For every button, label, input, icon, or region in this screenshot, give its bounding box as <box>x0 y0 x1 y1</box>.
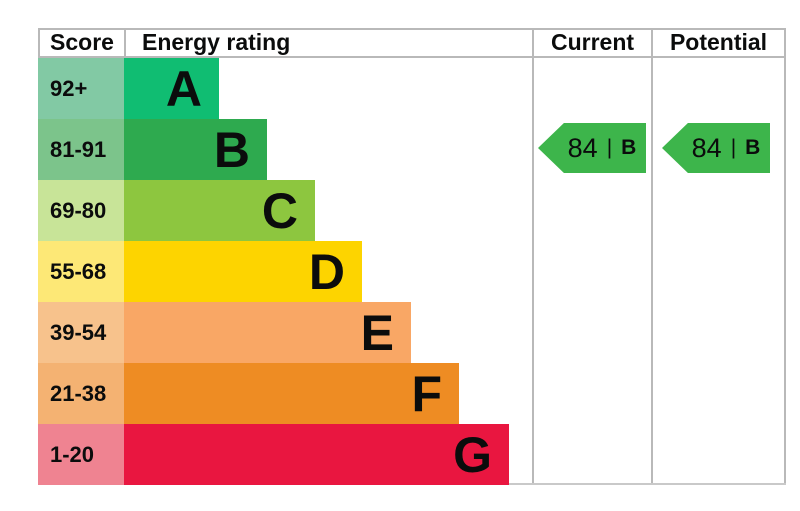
rating-row-D: 55-68 D <box>38 241 786 302</box>
table-right-border <box>784 28 786 485</box>
score-range-G: 1-20 <box>38 424 124 485</box>
rating-bar-F: F <box>124 363 459 424</box>
rating-bar-A: A <box>124 58 219 119</box>
rating-letter-F: F <box>411 365 442 422</box>
potential-rating-arrow: 84 | B <box>662 123 770 173</box>
rating-bar-B: B <box>124 119 267 180</box>
rating-letter-A: A <box>165 60 202 117</box>
score-range-E: 39-54 <box>38 302 124 363</box>
score-range-B: 81-91 <box>38 119 124 180</box>
score-column-divider <box>124 28 126 58</box>
potential-separator: | <box>730 136 737 159</box>
rating-row-G: 1-20 G <box>38 424 786 485</box>
score-range-A: 92+ <box>38 58 124 119</box>
rating-row-B: 81-91 B <box>38 119 786 180</box>
rating-bar-G: G <box>124 424 509 485</box>
potential-rating-letter: B <box>745 136 761 159</box>
rating-bar-D: D <box>124 241 362 302</box>
rating-letter-E: E <box>360 304 394 361</box>
table-top-border <box>38 28 786 30</box>
rating-letter-G: G <box>453 426 492 483</box>
rating-row-E: 39-54 E <box>38 302 786 363</box>
rating-table: Score Energy rating Current Potential 92… <box>38 28 786 485</box>
score-header: Score <box>50 29 114 55</box>
score-range-F: 21-38 <box>38 363 124 424</box>
current-separator: | <box>606 136 613 159</box>
score-range-C: 69-80 <box>38 180 124 241</box>
current-column-divider <box>532 28 534 485</box>
header-bottom-border <box>38 56 786 58</box>
rating-row-A: 92+ A <box>38 58 786 119</box>
header-left-border <box>38 28 40 58</box>
rating-row-F: 21-38 F <box>38 363 786 424</box>
potential-column-divider <box>651 28 653 485</box>
current-rating-letter: B <box>621 136 637 159</box>
rating-bar-E: E <box>124 302 411 363</box>
rating-letter-B: B <box>213 121 250 178</box>
rating-row-C: 69-80 C <box>38 180 786 241</box>
energy-rating-header: Energy rating <box>142 29 291 55</box>
rating-bar-C: C <box>124 180 315 241</box>
potential-score-value: 84 <box>691 132 722 163</box>
current-header: Current <box>550 29 635 55</box>
rating-letter-C: C <box>261 182 298 239</box>
current-score-value: 84 <box>567 132 598 163</box>
rating-letter-D: D <box>308 243 345 300</box>
score-range-D: 55-68 <box>38 241 124 302</box>
potential-header: Potential <box>669 29 768 55</box>
current-rating-arrow: 84 | B <box>538 123 646 173</box>
